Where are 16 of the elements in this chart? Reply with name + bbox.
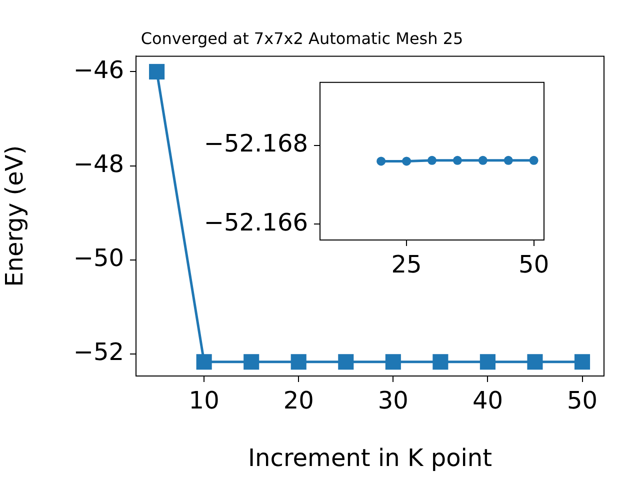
x-axis-title: Increment in K point — [248, 444, 492, 472]
y-tick-label: −52 — [73, 338, 124, 366]
x-tick-label: 30 — [378, 386, 408, 415]
chart-title: Converged at 7x7x2 Automatic Mesh 25 — [140, 28, 464, 48]
y-tick-label: −48 — [73, 150, 124, 178]
x-tick-label: 40 — [472, 386, 503, 415]
x-tick-label: 10 — [188, 386, 220, 415]
x-tick-label: 50 — [518, 250, 550, 279]
y-tick-label: −46 — [73, 56, 124, 84]
y-tick-label: −52.168 — [204, 130, 308, 158]
x-tick-label: 50 — [566, 386, 598, 415]
y-tick-label: −50 — [73, 244, 124, 272]
x-tick-label: 20 — [283, 386, 314, 415]
x-tick-label: 25 — [391, 250, 422, 279]
y-axis-title: Energy (eV) — [0, 145, 29, 287]
y-tick-label: −52.166 — [204, 208, 308, 236]
